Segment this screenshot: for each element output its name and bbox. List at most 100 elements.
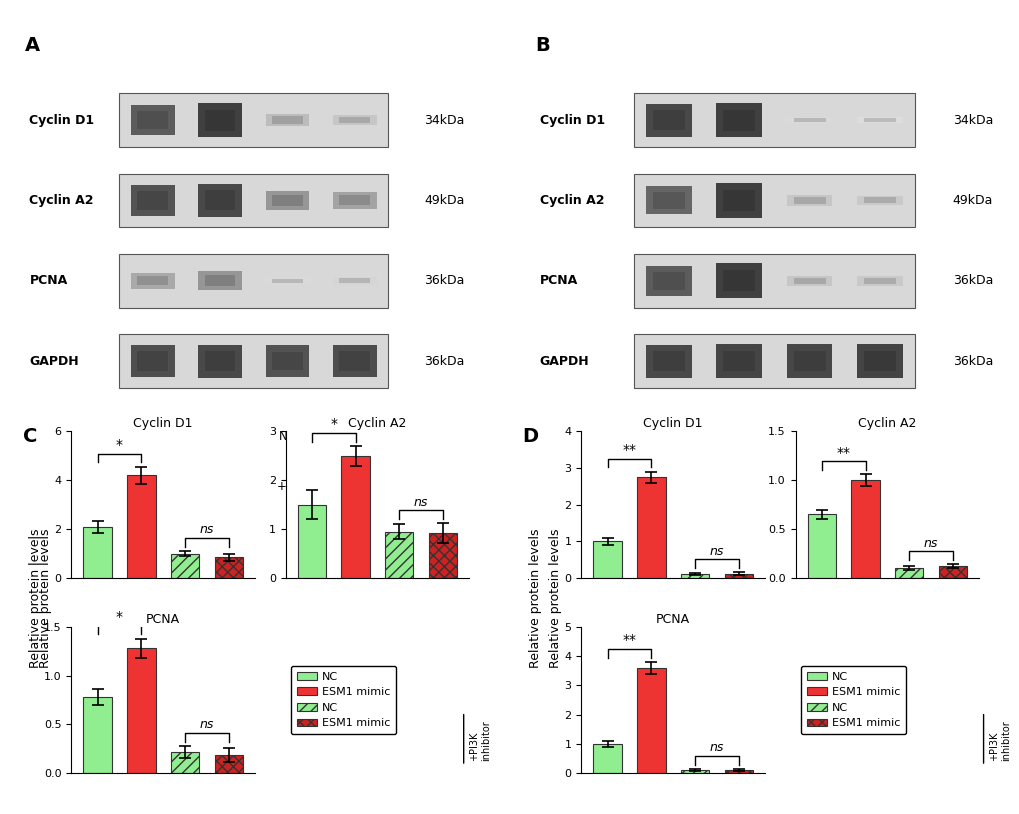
Bar bbox=[793, 278, 824, 284]
Bar bbox=[863, 198, 895, 204]
Text: ns: ns bbox=[200, 523, 214, 536]
Bar bbox=[298, 505, 326, 578]
Bar bbox=[138, 276, 168, 286]
Bar bbox=[645, 344, 691, 378]
Text: NC: NC bbox=[800, 430, 817, 443]
Bar bbox=[851, 480, 878, 578]
Bar bbox=[265, 278, 309, 284]
Text: +PI3K inhibitor: +PI3K inhibitor bbox=[276, 479, 365, 492]
Text: A: A bbox=[24, 36, 40, 55]
Bar bbox=[130, 345, 174, 377]
Bar bbox=[645, 266, 691, 295]
Bar bbox=[722, 190, 754, 211]
Bar bbox=[332, 277, 376, 285]
Text: ns: ns bbox=[709, 742, 723, 755]
Bar bbox=[205, 110, 235, 130]
Bar bbox=[138, 352, 168, 370]
Bar bbox=[593, 541, 622, 578]
Bar bbox=[652, 272, 684, 290]
Bar bbox=[786, 116, 832, 124]
Text: *: * bbox=[330, 418, 337, 431]
Text: Relative protein levels: Relative protein levels bbox=[529, 528, 541, 668]
Bar bbox=[895, 568, 922, 578]
Text: D: D bbox=[522, 427, 538, 445]
Bar bbox=[793, 351, 824, 371]
Bar bbox=[205, 275, 235, 287]
Bar bbox=[428, 533, 457, 578]
Bar bbox=[198, 271, 242, 291]
Bar bbox=[138, 112, 168, 129]
Bar bbox=[937, 567, 966, 578]
Bar bbox=[715, 264, 761, 298]
Text: +PI3K inhibitor: +PI3K inhibitor bbox=[800, 479, 889, 492]
Bar bbox=[339, 195, 370, 205]
Bar bbox=[645, 103, 691, 137]
Bar bbox=[722, 351, 754, 371]
Bar bbox=[272, 278, 303, 282]
Text: *: * bbox=[116, 610, 123, 624]
Title: Cyclin A2: Cyclin A2 bbox=[857, 418, 916, 431]
Bar bbox=[856, 344, 902, 379]
Text: NC: NC bbox=[144, 430, 161, 443]
Bar bbox=[722, 270, 754, 291]
Bar bbox=[130, 105, 174, 135]
Bar bbox=[84, 697, 112, 773]
Text: 36kDa: 36kDa bbox=[952, 274, 993, 287]
Text: **: ** bbox=[622, 443, 636, 457]
Text: Cyclin D1: Cyclin D1 bbox=[30, 114, 95, 126]
Bar bbox=[198, 344, 242, 378]
Bar bbox=[171, 752, 199, 773]
Bar bbox=[127, 648, 156, 773]
Bar bbox=[198, 103, 242, 138]
Bar bbox=[272, 352, 303, 370]
Text: C: C bbox=[23, 427, 38, 445]
Bar bbox=[385, 532, 413, 578]
Bar bbox=[793, 197, 824, 204]
Text: ESM1
mimic: ESM1 mimic bbox=[336, 430, 373, 458]
Text: Relative protein levels: Relative protein levels bbox=[549, 528, 561, 668]
Text: ESM1
mimic: ESM1 mimic bbox=[861, 430, 897, 458]
Bar bbox=[856, 276, 902, 286]
Title: Cyclin D1: Cyclin D1 bbox=[133, 418, 193, 431]
Bar bbox=[807, 514, 836, 578]
Bar bbox=[863, 278, 895, 283]
Bar bbox=[681, 770, 708, 773]
Bar bbox=[332, 345, 376, 377]
Text: ns: ns bbox=[200, 718, 214, 731]
Bar bbox=[793, 118, 824, 122]
Bar bbox=[652, 192, 684, 208]
Text: Cyclin D1: Cyclin D1 bbox=[539, 114, 604, 126]
Bar bbox=[722, 110, 754, 130]
Bar bbox=[171, 554, 199, 578]
Bar bbox=[332, 115, 376, 125]
Bar bbox=[130, 185, 174, 216]
Bar bbox=[130, 273, 174, 289]
Text: NC: NC bbox=[278, 430, 296, 443]
Bar bbox=[84, 527, 112, 578]
Bar bbox=[723, 770, 752, 773]
Text: GAPDH: GAPDH bbox=[30, 355, 78, 368]
Text: Cyclin A2: Cyclin A2 bbox=[539, 194, 603, 207]
Bar bbox=[205, 190, 235, 210]
Bar bbox=[715, 183, 761, 218]
Bar bbox=[863, 351, 895, 371]
Bar bbox=[339, 278, 370, 283]
Bar bbox=[723, 574, 752, 578]
Text: Relative protein levels: Relative protein levels bbox=[30, 528, 42, 668]
Bar bbox=[272, 116, 303, 124]
Text: Relative protein levels: Relative protein levels bbox=[40, 528, 52, 668]
Text: *: * bbox=[116, 438, 123, 453]
Bar bbox=[339, 117, 370, 123]
Bar bbox=[856, 195, 902, 205]
Text: 34kDa: 34kDa bbox=[424, 114, 465, 126]
Bar bbox=[652, 351, 684, 371]
Title: Cyclin A2: Cyclin A2 bbox=[347, 418, 407, 431]
Bar bbox=[786, 195, 832, 206]
Legend: NC, ESM1 mimic, NC, ESM1 mimic: NC, ESM1 mimic, NC, ESM1 mimic bbox=[800, 666, 905, 734]
Bar bbox=[265, 345, 309, 377]
Text: GAPDH: GAPDH bbox=[539, 355, 589, 368]
Text: B: B bbox=[535, 36, 549, 55]
Bar bbox=[198, 184, 242, 217]
Text: ESM1
mimic: ESM1 mimic bbox=[202, 430, 238, 458]
Bar bbox=[339, 352, 370, 371]
